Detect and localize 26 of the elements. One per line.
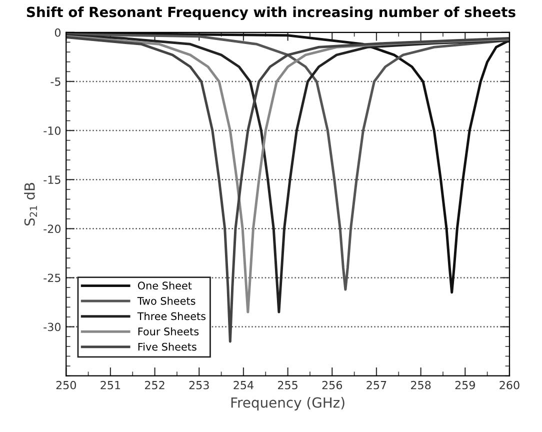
x-axis-title: Frequency (GHz): [231, 397, 344, 410]
legend-label: One Sheet: [138, 281, 192, 290]
x-tick-label: 253: [189, 380, 209, 390]
legend-label: Three Sheets: [137, 312, 206, 320]
legend-label: Five Sheets: [138, 342, 196, 351]
x-tick-label: 255: [278, 380, 298, 390]
x-tick-label: 259: [455, 380, 475, 390]
x-tick-label: 257: [366, 380, 386, 390]
y-axis-title: S$_{21}$ dB: [24, 182, 37, 226]
x-tick-label: 258: [411, 380, 431, 390]
x-tick-label: 256: [322, 380, 342, 390]
x-tick-label: 254: [234, 380, 254, 390]
x-tick-label: 260: [500, 380, 520, 390]
legend-label: Four Sheets: [138, 327, 199, 336]
y-tick-label: -25: [44, 274, 60, 282]
y-tick-label: -30: [44, 322, 61, 332]
y-tick-label: -10: [44, 126, 61, 135]
x-tick-label: 251: [100, 380, 120, 390]
legend-label: Two Sheets: [137, 296, 196, 305]
chart-title: Shift of Resonant Frequency with increasing number of sheets: [26, 6, 516, 20]
y-tick-label: -5: [50, 78, 60, 86]
y-tick-label: 0: [54, 28, 61, 37]
y-tick-label: -15: [44, 176, 60, 184]
x-tick-label: 250: [56, 380, 76, 390]
y-tick-label: -20: [44, 224, 61, 234]
x-tick-label: 252: [145, 380, 164, 390]
